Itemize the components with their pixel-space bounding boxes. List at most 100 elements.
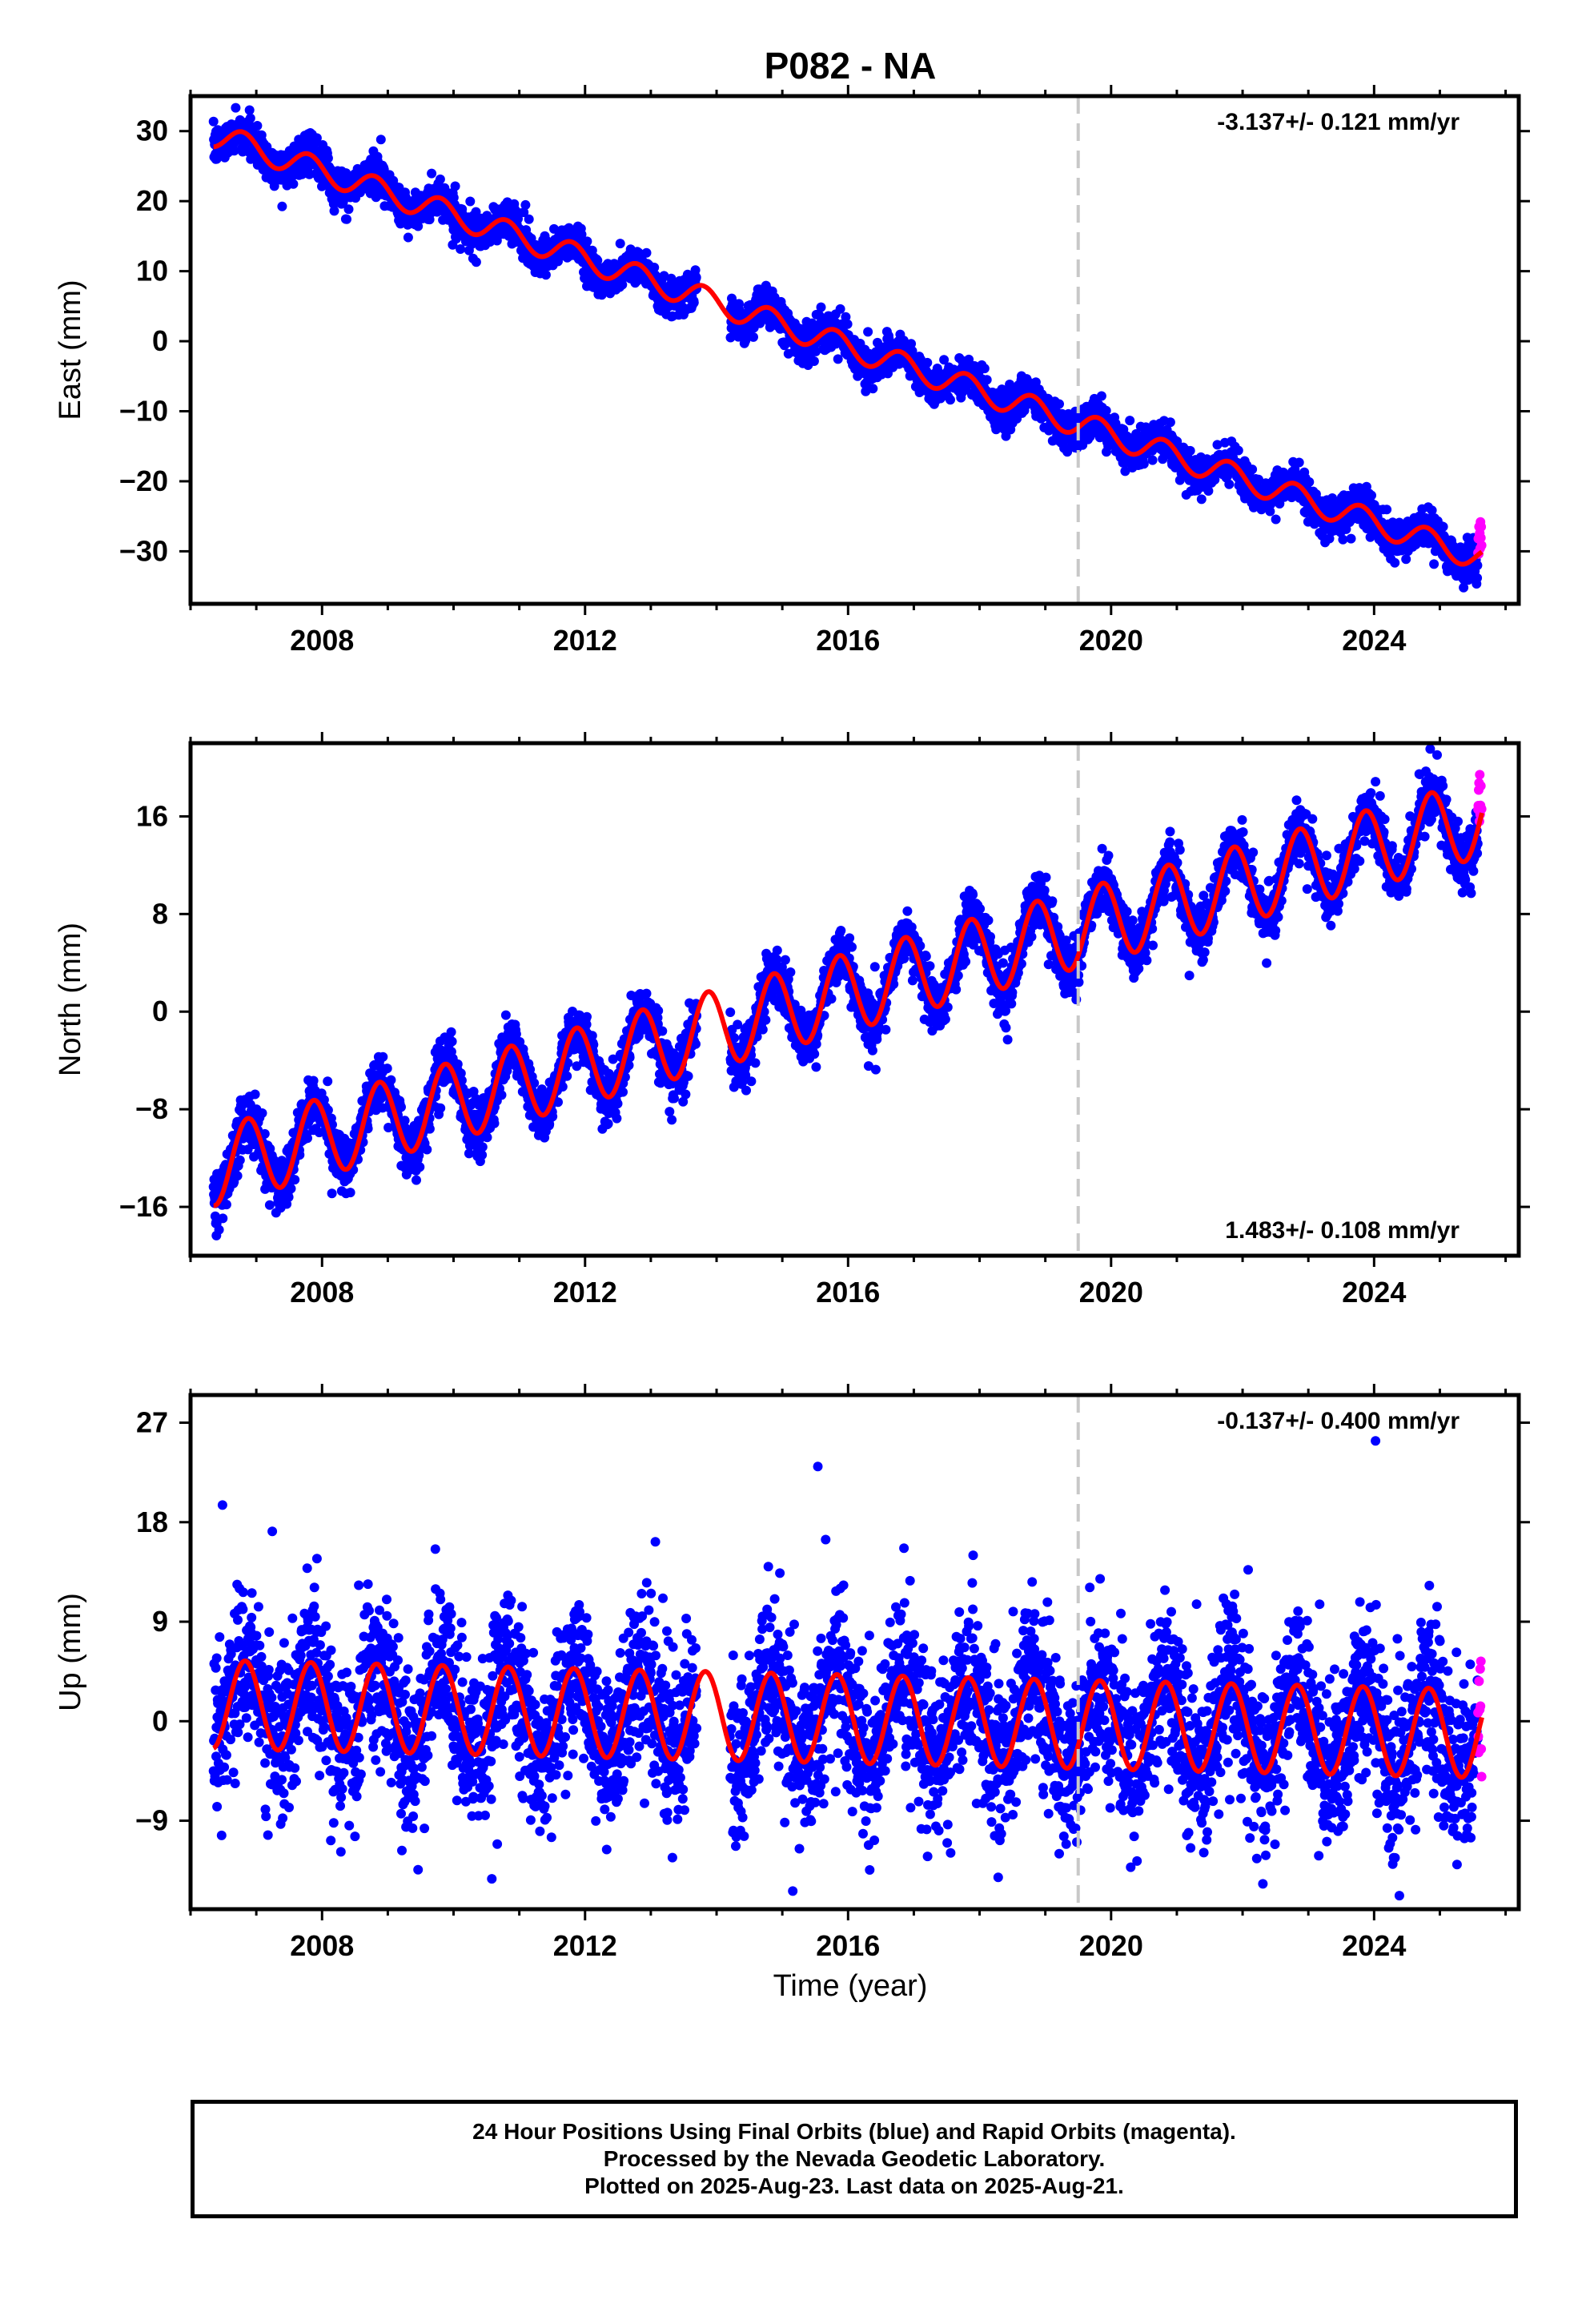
data-point bbox=[375, 135, 386, 145]
data-point bbox=[582, 236, 592, 247]
data-point bbox=[691, 272, 701, 283]
data-point bbox=[1147, 455, 1158, 465]
data-point bbox=[235, 1155, 245, 1165]
data-point bbox=[1390, 557, 1400, 568]
data-point bbox=[382, 1063, 392, 1074]
data-point bbox=[288, 179, 299, 189]
data-point bbox=[520, 199, 531, 210]
data-point bbox=[1438, 521, 1448, 532]
data-point bbox=[277, 201, 287, 211]
data-point bbox=[232, 1171, 243, 1181]
y-tick-label: 10 bbox=[136, 255, 168, 287]
data-point bbox=[524, 214, 534, 224]
data-point bbox=[1185, 445, 1195, 456]
data-point bbox=[264, 1200, 275, 1210]
data-point bbox=[1346, 533, 1356, 544]
data-point bbox=[450, 181, 460, 191]
data-point bbox=[257, 1108, 267, 1118]
data-point bbox=[946, 395, 955, 405]
data-point bbox=[403, 232, 413, 243]
y-tick-label: 20 bbox=[136, 184, 168, 217]
data-point bbox=[922, 357, 933, 368]
data-point bbox=[835, 304, 845, 314]
x-tick-label: 2024 bbox=[1342, 624, 1406, 657]
data-point bbox=[286, 1184, 296, 1194]
data-point bbox=[345, 1188, 355, 1198]
y-tick-label: −30 bbox=[119, 534, 168, 567]
data-point bbox=[435, 174, 445, 184]
data-point bbox=[1247, 464, 1258, 475]
data-point bbox=[868, 384, 878, 394]
data-point bbox=[1367, 490, 1376, 501]
data-point bbox=[245, 113, 255, 123]
data-point bbox=[342, 214, 351, 224]
data-point bbox=[1472, 561, 1483, 570]
y-tick-label: −20 bbox=[119, 464, 168, 497]
data-point bbox=[323, 153, 333, 163]
data-point bbox=[1294, 457, 1304, 468]
final-orbit-points bbox=[208, 103, 1483, 593]
data-point bbox=[303, 1133, 312, 1144]
data-point bbox=[1338, 534, 1348, 545]
plot-area bbox=[208, 744, 1487, 1240]
data-point bbox=[378, 1051, 388, 1062]
data-point bbox=[615, 239, 625, 249]
data-point bbox=[471, 257, 481, 267]
x-tick-label: 2008 bbox=[290, 624, 354, 657]
data-point bbox=[1096, 391, 1106, 401]
data-point bbox=[1233, 445, 1243, 456]
data-point bbox=[214, 1224, 224, 1235]
data-point bbox=[1125, 416, 1135, 426]
x-tick-label: 2016 bbox=[816, 624, 880, 657]
data-point bbox=[221, 1200, 231, 1210]
data-point bbox=[343, 204, 354, 215]
data-point bbox=[465, 196, 476, 207]
data-point bbox=[1472, 573, 1483, 583]
final-orbit-points bbox=[208, 744, 1483, 1240]
y-axis-label: East (mm) bbox=[54, 279, 87, 420]
rapid-point bbox=[1476, 521, 1487, 532]
data-point bbox=[1196, 494, 1207, 505]
data-point bbox=[231, 103, 241, 113]
data-point bbox=[641, 247, 652, 258]
data-point bbox=[842, 319, 853, 329]
data-point bbox=[208, 116, 219, 127]
figure-title: P082 - NA bbox=[765, 45, 937, 86]
y-tick-label: 30 bbox=[136, 115, 168, 147]
data-point bbox=[1138, 459, 1149, 469]
data-point bbox=[229, 146, 239, 156]
data-point bbox=[1165, 417, 1175, 428]
x-tick-label: 2020 bbox=[1079, 624, 1143, 657]
data-point bbox=[283, 1192, 294, 1202]
data-point bbox=[252, 121, 263, 131]
data-point bbox=[749, 332, 758, 342]
data-point bbox=[1054, 399, 1064, 409]
data-point bbox=[982, 375, 992, 385]
data-point bbox=[250, 1089, 260, 1100]
data-point bbox=[809, 356, 819, 366]
x-tick-label: 2012 bbox=[553, 624, 617, 657]
rapid-point bbox=[1476, 541, 1487, 550]
rate-annotation: -3.137+/- 0.121 mm/yr bbox=[1217, 109, 1460, 135]
data-point bbox=[1304, 476, 1315, 487]
data-point bbox=[323, 1076, 333, 1087]
panel-east: 2008 2012 2016 2020 2024 30 20 10 0 −10 −20 −30 East… bbox=[54, 85, 1530, 657]
data-point bbox=[979, 364, 990, 374]
data-point bbox=[863, 327, 873, 337]
data-point bbox=[311, 133, 322, 143]
y-tick-label: 0 bbox=[152, 324, 168, 357]
plot-area bbox=[208, 103, 1487, 593]
data-point bbox=[327, 1188, 337, 1199]
data-point bbox=[329, 206, 339, 216]
data-point bbox=[1429, 559, 1439, 569]
y-tick-label: −10 bbox=[119, 395, 168, 428]
data-point bbox=[386, 1075, 396, 1085]
data-point bbox=[290, 1175, 300, 1185]
data-point bbox=[1401, 554, 1411, 565]
data-point bbox=[1382, 505, 1392, 515]
data-point bbox=[1271, 514, 1281, 525]
data-point bbox=[427, 168, 437, 179]
data-point bbox=[244, 105, 255, 115]
